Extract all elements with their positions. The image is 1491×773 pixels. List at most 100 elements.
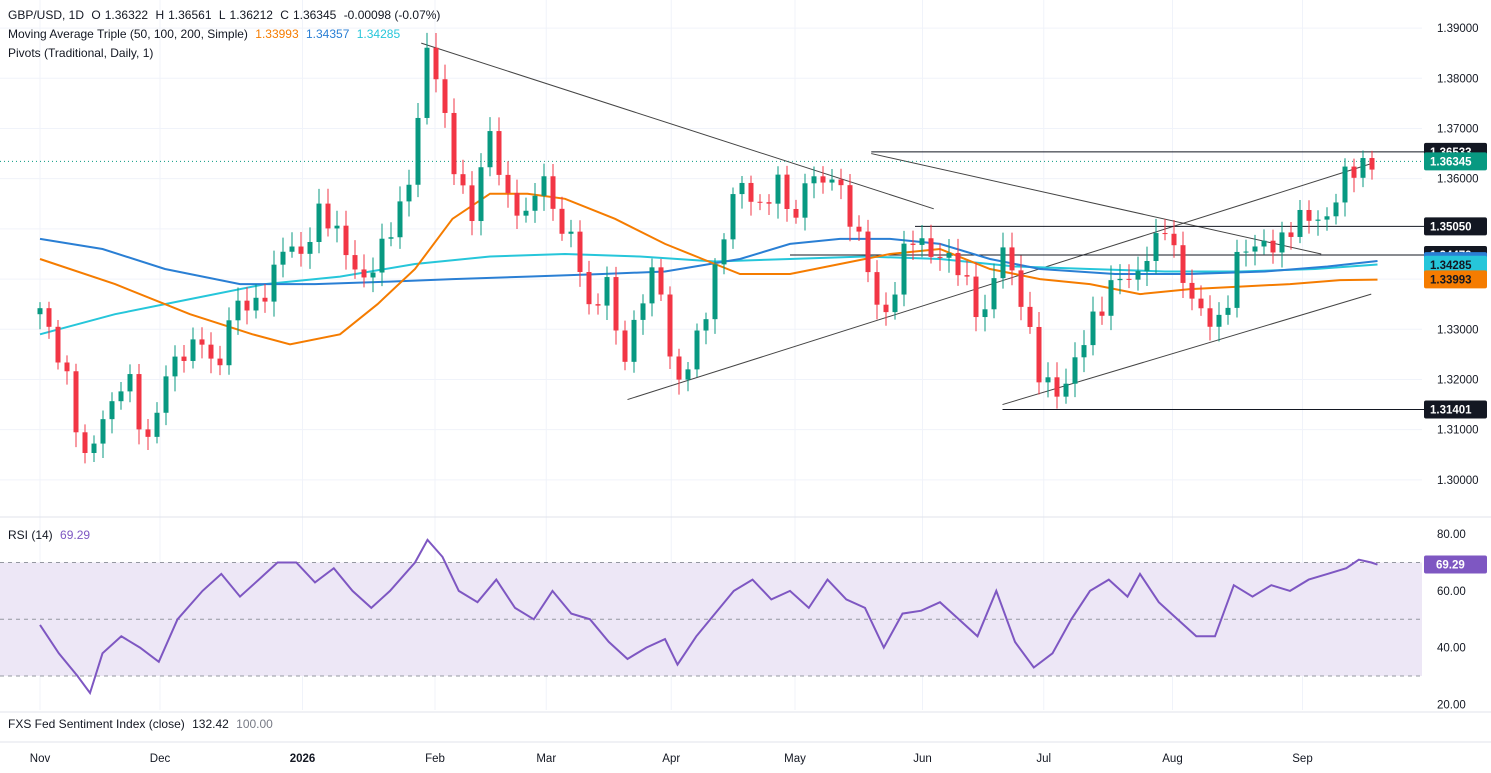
- candle-body: [1144, 260, 1150, 272]
- candle-body: [1000, 247, 1006, 279]
- candle-body: [541, 176, 547, 196]
- candle-body: [496, 131, 502, 175]
- candle-body: [1090, 311, 1096, 346]
- candle-body: [379, 238, 385, 273]
- price-label-box: [1424, 255, 1487, 274]
- legend-fxs-label: FXS Fed Sentiment Index (close): [8, 717, 185, 731]
- candle-body: [694, 330, 700, 370]
- candle-body: [1243, 251, 1249, 253]
- legend-c-label: C: [280, 8, 289, 22]
- candle-body: [1063, 383, 1069, 397]
- price-label-box: [1424, 152, 1487, 171]
- price-label-text: 1.35050: [1430, 221, 1472, 233]
- rsi-line: [39, 538, 1378, 696]
- candle-body: [226, 320, 232, 366]
- candle-body: [784, 174, 790, 209]
- candle-body: [856, 226, 862, 232]
- candle-body: [298, 246, 304, 254]
- candle-body: [118, 391, 124, 402]
- candle-body: [1081, 345, 1087, 358]
- candle-body: [73, 371, 79, 433]
- candle-body: [451, 112, 457, 175]
- candle-body: [874, 272, 880, 305]
- legend-pivots: Pivots (Traditional, Daily, 1): [8, 46, 157, 60]
- price-label-text: 1.33993: [1430, 274, 1472, 286]
- rsi-tick-label: 40.00: [1437, 643, 1466, 655]
- legend-ohlc: GBP/USD, 1D O 1.36322 H 1.36561 L 1.36212 C…: [8, 8, 444, 22]
- candle-body: [523, 210, 529, 216]
- candlesticks: [37, 32, 1375, 464]
- candle-body: [1108, 280, 1114, 316]
- candle-body: [1324, 216, 1330, 220]
- price-tick-label: 1.30000: [1437, 475, 1479, 487]
- price-label-text: 1.31401: [1430, 405, 1472, 417]
- rsi-tick-label: 20.00: [1437, 699, 1466, 711]
- candle-body: [757, 201, 763, 203]
- candle-body: [658, 267, 664, 295]
- rsi-tick-label: 60.00: [1437, 586, 1466, 598]
- candle-body: [1360, 158, 1366, 178]
- legend-fxs-value2: 100.00: [236, 717, 273, 731]
- price-label-text: 1.36345: [1430, 156, 1472, 168]
- candle-body: [1189, 282, 1195, 299]
- price-label-box: [1424, 217, 1487, 236]
- legend-ma-label: Moving Average Triple (50, 100, 200, Sim…: [8, 27, 248, 41]
- legend-o-label: O: [91, 8, 101, 22]
- price-tick-label: 1.39000: [1437, 23, 1479, 35]
- rsi-line: [39, 538, 1378, 696]
- candle-body: [604, 277, 610, 306]
- candle-body: [973, 276, 979, 318]
- legend-low: 1.36212: [229, 8, 273, 22]
- candle-body: [910, 243, 916, 245]
- time-tick-label: Sep: [1292, 753, 1312, 765]
- candle-body: [361, 269, 367, 278]
- candle-body: [505, 174, 511, 193]
- legend-ma100: 1.34357: [306, 27, 350, 41]
- candle-body: [82, 432, 88, 453]
- price-tick-label: 1.36000: [1437, 174, 1479, 186]
- candle-body: [1198, 298, 1204, 309]
- candle-body: [1207, 308, 1213, 327]
- candle-body: [280, 251, 286, 265]
- candle-body: [1027, 306, 1033, 327]
- candle-body: [577, 231, 583, 272]
- candle-body: [1018, 270, 1024, 307]
- candle-body: [190, 339, 196, 361]
- candle-body: [622, 330, 628, 362]
- candle-body: [1135, 271, 1141, 280]
- candle-body: [1126, 278, 1132, 280]
- candle-body: [640, 303, 646, 320]
- candle-body: [136, 374, 142, 430]
- trendline: [871, 153, 1322, 255]
- ma200-line: [39, 252, 1378, 336]
- candle-body: [1315, 219, 1321, 221]
- legend-change: -0.00098 (-0.07%): [343, 8, 441, 22]
- candle-body: [613, 277, 619, 331]
- time-tick-label: Mar: [536, 753, 556, 765]
- legend-open: 1.36322: [104, 8, 149, 22]
- time-tick-label: Apr: [662, 753, 680, 765]
- price-tick-label: 1.38000: [1437, 73, 1479, 85]
- candle-body: [991, 278, 997, 310]
- candle-body: [244, 300, 250, 311]
- candle-body: [37, 308, 43, 315]
- time-tick-label: 2026: [290, 753, 316, 765]
- candle-body: [1270, 240, 1276, 253]
- pivot-lines: [0, 151, 1438, 411]
- legend-close: 1.36345: [292, 8, 337, 22]
- candle-body: [289, 246, 295, 252]
- candle-body: [838, 179, 844, 186]
- candle-body: [829, 179, 835, 183]
- ma100-line: [39, 237, 1378, 286]
- candle-body: [820, 176, 826, 183]
- candle-body: [1342, 166, 1348, 203]
- candle-body: [1279, 232, 1285, 253]
- time-axis: Nov Dec 2026 Feb Mar Apr May Jun Jul Aug Sep: [30, 753, 1313, 765]
- price-tick-label: 1.32000: [1437, 374, 1479, 386]
- candle-body: [811, 176, 817, 184]
- candle-body: [1045, 377, 1051, 383]
- candle-body: [334, 225, 340, 229]
- legend-ma200: 1.34285: [356, 27, 401, 41]
- candle-body: [1099, 311, 1105, 316]
